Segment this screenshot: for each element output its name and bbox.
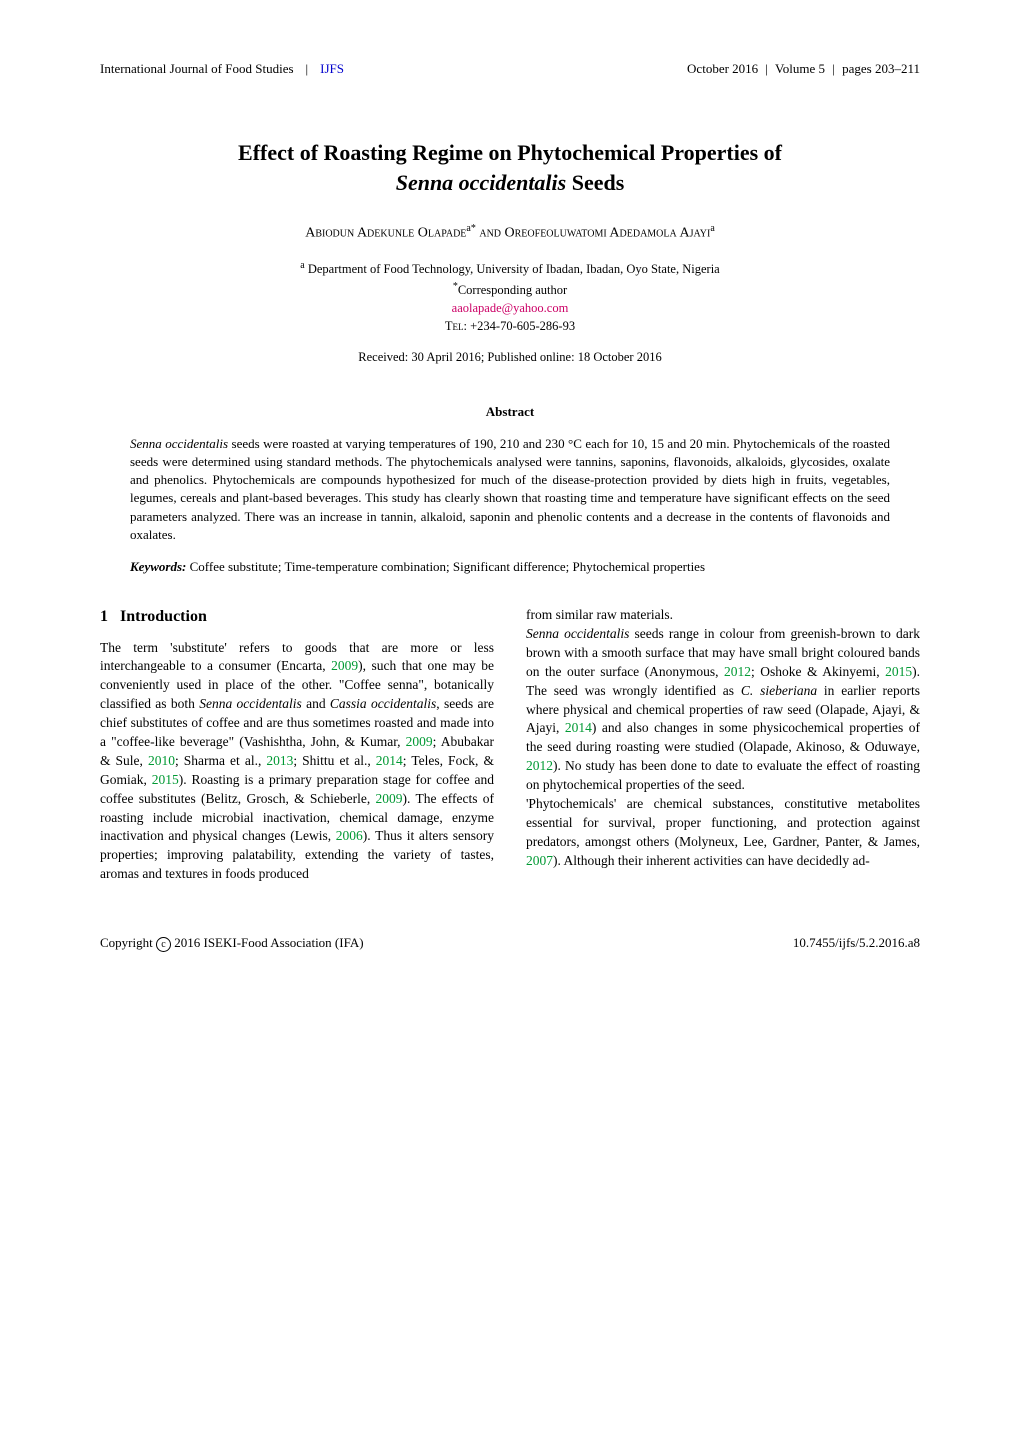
header-date: October 2016 xyxy=(687,61,758,76)
left-column: 1 Introduction The term 'substitute' ref… xyxy=(100,606,494,884)
section-heading: 1 Introduction xyxy=(100,606,494,628)
intro-para-right: from similar raw materials.Senna occiden… xyxy=(526,606,920,870)
author-tel: Tel: +234-70-605-286-93 xyxy=(100,318,920,336)
abstract-heading: Abstract xyxy=(100,403,920,421)
author-2: Oreofeoluwatomi Adedamola Ajayi xyxy=(505,225,711,240)
title-rest: Seeds xyxy=(566,170,624,195)
page-footer: Copyright c 2016 ISEKI-Food Association … xyxy=(100,934,920,952)
header-volume: Volume 5 xyxy=(775,61,825,76)
copyright-text: Copyright xyxy=(100,935,156,950)
header-pages: pages 203–211 xyxy=(842,61,920,76)
author-and: and xyxy=(476,225,505,240)
author-1: Abiodun Adekunle Olapade xyxy=(305,225,466,240)
keywords-text: Coffee substitute; Time-temperature comb… xyxy=(186,559,705,574)
copyright-rest: 2016 ISEKI-Food Association (IFA) xyxy=(174,935,363,950)
title-line1: Effect of Roasting Regime on Phytochemic… xyxy=(238,140,782,165)
section-title: Introduction xyxy=(120,608,207,625)
header-left: International Journal of Food Studies | … xyxy=(100,60,344,78)
journal-abbr-link[interactable]: IJFS xyxy=(320,60,344,78)
keywords: Keywords: Coffee substitute; Time-temper… xyxy=(130,558,890,576)
author-email[interactable]: aaolapade@yahoo.com xyxy=(100,300,920,318)
section-num: 1 xyxy=(100,608,108,625)
article-title: Effect of Roasting Regime on Phytochemic… xyxy=(100,138,920,197)
intro-para-left: The term 'substitute' refers to goods th… xyxy=(100,639,494,885)
copyright-icon: c xyxy=(156,937,171,952)
corresponding-author: *Corresponding author xyxy=(100,280,920,300)
title-species: Senna occidentalis xyxy=(396,170,567,195)
header-right: October 2016 | Volume 5 | pages 203–211 xyxy=(687,60,920,78)
body-columns: 1 Introduction The term 'substitute' ref… xyxy=(100,606,920,884)
affil-text: Department of Food Technology, Universit… xyxy=(305,262,720,276)
copyright: Copyright c 2016 ISEKI-Food Association … xyxy=(100,934,364,952)
article-dates: Received: 30 April 2016; Published onlin… xyxy=(100,349,920,367)
doi: 10.7455/ijfs/5.2.2016.a8 xyxy=(793,934,920,952)
separator: | xyxy=(306,60,309,78)
author-2-affil: a xyxy=(710,223,714,234)
keywords-label: Keywords: xyxy=(130,559,186,574)
right-column: from similar raw materials.Senna occiden… xyxy=(526,606,920,884)
abstract-body: Senna occidentalis seeds were roasted at… xyxy=(130,435,890,544)
author-1-affil: a* xyxy=(466,223,475,234)
separator: | xyxy=(832,61,835,76)
running-header: International Journal of Food Studies | … xyxy=(100,60,920,78)
corresp-text: Corresponding author xyxy=(458,284,567,298)
journal-name: International Journal of Food Studies xyxy=(100,60,294,78)
separator: | xyxy=(765,61,768,76)
authors: Abiodun Adekunle Olapadea* and Oreofeolu… xyxy=(100,222,920,243)
affiliation: a Department of Food Technology, Univers… xyxy=(100,259,920,279)
